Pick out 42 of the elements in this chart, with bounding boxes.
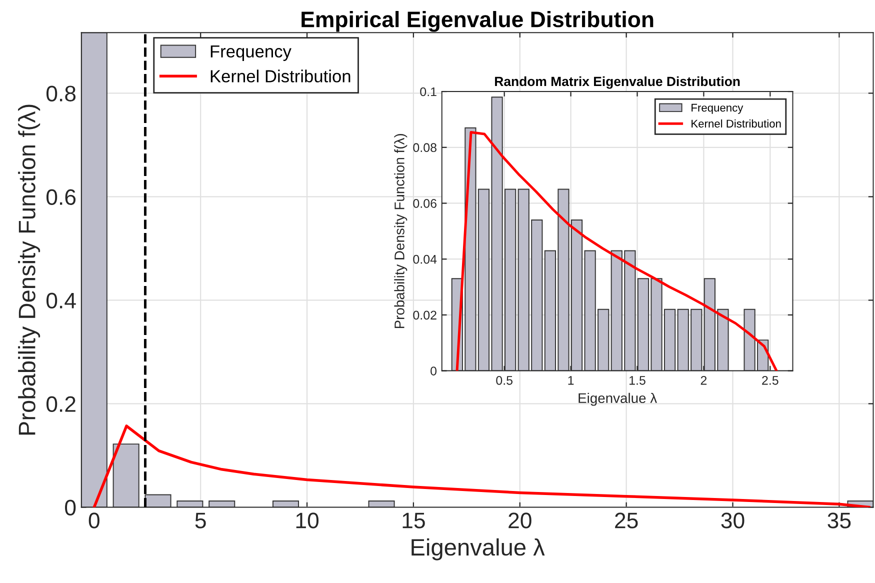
bar	[144, 494, 172, 508]
x-tick-label: 35	[828, 512, 851, 528]
y-tick-label: 0.06	[413, 199, 436, 208]
y-axis-title: Probability Density Function f(λ)	[394, 134, 408, 328]
bar	[208, 500, 236, 508]
bar	[272, 500, 299, 508]
x-tick-label: 25	[615, 512, 638, 528]
legend-label: Frequency	[692, 104, 744, 114]
x-axis-title: Eigenvalue λ	[578, 392, 657, 406]
x-tick-label: 1.5	[630, 376, 646, 385]
y-tick-label: 0.6	[46, 189, 76, 205]
bar	[176, 500, 204, 508]
x-axis-title: Eigenvalue λ	[412, 538, 545, 560]
y-tick-label: 0.8	[46, 86, 76, 102]
y-tick-label: 0	[65, 500, 76, 516]
x-tick-label: 30	[721, 512, 744, 528]
x-tick-label: 10	[296, 512, 319, 528]
bar	[368, 500, 395, 508]
y-tick-label: 0.04	[413, 254, 437, 264]
x-tick-label: 15	[402, 512, 425, 528]
x-tick-label: 2.5	[762, 376, 778, 385]
x-tick-label: 1	[568, 376, 574, 385]
line-series	[92, 424, 870, 508]
chart-title: Empirical Eigenvalue Distribution	[302, 10, 654, 32]
legend-label: Frequency	[210, 45, 292, 61]
y-tick-label: 0.4	[46, 292, 76, 308]
y-tick-label: 0.2	[46, 396, 76, 412]
y-tick-label: 0	[430, 366, 437, 376]
legend-label: Kernel Distribution	[210, 70, 350, 82]
x-tick-label: 0.5	[496, 376, 513, 385]
x-tick-label: 0	[88, 512, 100, 528]
y-tick-label: 0.02	[413, 310, 436, 320]
x-tick-label: 20	[508, 512, 532, 528]
x-tick-label: 5	[195, 512, 206, 528]
line-series	[456, 131, 778, 371]
bar	[112, 444, 140, 508]
legend-label: Kernel Distribution	[692, 119, 781, 128]
y-tick-label: 0.08	[413, 143, 436, 152]
y-axis-title: Probability Density Function f(λ)	[18, 104, 40, 435]
chart-title: Random Matrix Eigenvalue Distribution	[495, 76, 740, 89]
x-tick-label: 2	[700, 376, 707, 385]
y-tick-label: 0.1	[420, 87, 436, 96]
